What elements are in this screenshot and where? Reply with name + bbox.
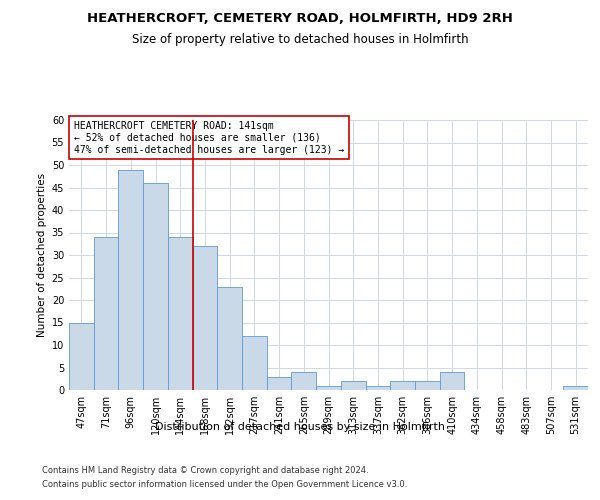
Bar: [563, 386, 588, 390]
Text: Contains HM Land Registry data © Crown copyright and database right 2024.: Contains HM Land Registry data © Crown c…: [42, 466, 368, 475]
Text: Distribution of detached houses by size in Holmfirth: Distribution of detached houses by size …: [155, 422, 445, 432]
Bar: [341, 381, 365, 390]
Bar: [292, 372, 316, 390]
Text: Contains public sector information licensed under the Open Government Licence v3: Contains public sector information licen…: [42, 480, 407, 489]
Bar: [316, 386, 341, 390]
Bar: [365, 386, 390, 390]
Bar: [267, 376, 292, 390]
Bar: [94, 237, 118, 390]
Text: HEATHERCROFT, CEMETERY ROAD, HOLMFIRTH, HD9 2RH: HEATHERCROFT, CEMETERY ROAD, HOLMFIRTH, …: [87, 12, 513, 26]
Bar: [118, 170, 143, 390]
Bar: [415, 381, 440, 390]
Bar: [440, 372, 464, 390]
Bar: [242, 336, 267, 390]
Bar: [193, 246, 217, 390]
Bar: [390, 381, 415, 390]
Bar: [217, 286, 242, 390]
Text: HEATHERCROFT CEMETERY ROAD: 141sqm
← 52% of detached houses are smaller (136)
47: HEATHERCROFT CEMETERY ROAD: 141sqm ← 52%…: [74, 122, 344, 154]
Bar: [69, 322, 94, 390]
Y-axis label: Number of detached properties: Number of detached properties: [37, 173, 47, 337]
Bar: [143, 183, 168, 390]
Bar: [168, 237, 193, 390]
Text: Size of property relative to detached houses in Holmfirth: Size of property relative to detached ho…: [131, 32, 469, 46]
